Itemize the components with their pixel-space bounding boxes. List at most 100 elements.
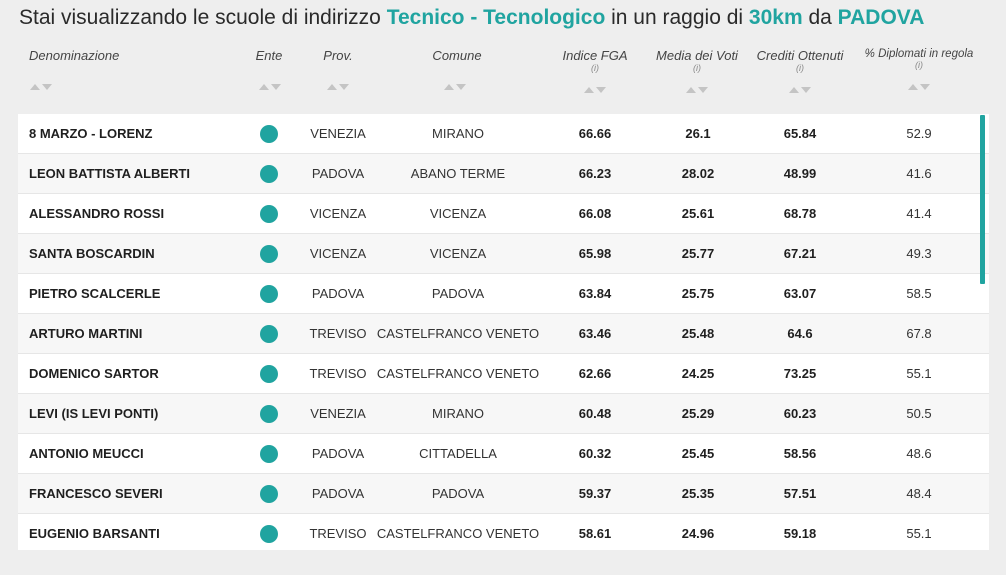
- scrollbar-thumb[interactable]: [980, 115, 985, 284]
- media-voti-cell: 25.77: [681, 246, 715, 261]
- header-diplomati-label: % Diplomati in regola: [864, 48, 974, 60]
- table-row[interactable]: EUGENIO BARSANTI TREVISO CASTELFRANCO VENE…: [18, 514, 989, 550]
- info-icon[interactable]: (i): [693, 63, 701, 73]
- header-prov[interactable]: Prov.: [323, 48, 353, 63]
- comune-cell: ABANO TERME: [410, 166, 506, 181]
- header-diplomati[interactable]: % Diplomati in regola (i): [865, 48, 974, 70]
- ente-status-icon: [260, 485, 278, 503]
- indice-fga-cell: 66.23: [578, 166, 612, 181]
- crediti-cell: 48.99: [783, 166, 817, 181]
- diplomati-cell: 52.9: [906, 126, 932, 141]
- media-voti-cell: 25.29: [681, 406, 715, 421]
- header-comune[interactable]: Comune: [432, 48, 482, 63]
- indice-fga-cell: 63.46: [578, 326, 612, 341]
- title-raggio: 30km: [748, 6, 803, 29]
- table-row[interactable]: DOMENICO SARTOR TREVISO CASTELFRANCO VENET…: [18, 354, 989, 394]
- school-name[interactable]: EUGENIO BARSANTI: [29, 526, 160, 541]
- school-name[interactable]: SANTA BOSCARDIN: [29, 246, 155, 261]
- indice-fga-cell: 59.37: [578, 486, 612, 501]
- info-icon[interactable]: (i): [591, 63, 599, 73]
- school-name[interactable]: ANTONIO MEUCCI: [29, 446, 144, 461]
- header-media-voti[interactable]: Media dei Voti (i): [656, 48, 738, 73]
- table-row[interactable]: LEVI (IS LEVI PONTI) VENEZIA MIRANO 60.48 25…: [18, 394, 989, 434]
- comune-cell: CASTELFRANCO VENETO: [376, 526, 540, 541]
- province-cell: VENEZIA: [310, 126, 366, 141]
- province-cell: PADOVA: [311, 286, 365, 301]
- table-row[interactable]: LEON BATTISTA ALBERTI PADOVA ABANO TERME 66…: [18, 154, 989, 194]
- crediti-cell: 73.25: [783, 366, 817, 381]
- school-name[interactable]: ALESSANDRO ROSSI: [29, 206, 165, 221]
- table-row[interactable]: ANTONIO MEUCCI PADOVA CITTADELLA 60.32 25.45…: [18, 434, 989, 474]
- diplomati-cell: 41.4: [906, 206, 932, 221]
- indice-fga-cell: 58.61: [578, 526, 612, 541]
- info-icon[interactable]: (i): [795, 63, 804, 73]
- table-row[interactable]: ARTURO MARTINI TREVISO CASTELFRANCO VENETO…: [18, 314, 989, 354]
- media-voti-cell: 25.45: [681, 446, 715, 461]
- title-middle: in un raggio di: [611, 6, 744, 29]
- ente-status-icon: [260, 205, 278, 223]
- crediti-cell: 58.56: [783, 446, 817, 461]
- header-indice-fga-label: Indice FGA: [562, 48, 628, 63]
- indice-fga-cell: 60.48: [578, 406, 612, 421]
- header-indice-fga[interactable]: Indice FGA (i): [562, 48, 627, 73]
- table-row[interactable]: FRANCESCO SEVERI PADOVA PADOVA 59.37 25.35 57…: [18, 474, 989, 514]
- sort-arrows-icon[interactable]: [907, 82, 931, 92]
- title-indirizzo: Tecnico - Tecnologico: [386, 6, 606, 29]
- province-cell: VENEZIA: [310, 406, 366, 421]
- crediti-cell: 67.21: [783, 246, 817, 261]
- table-row[interactable]: PIETRO SCALCERLE PADOVA PADOVA 63.84 25.75 63…: [18, 274, 989, 314]
- diplomati-cell: 50.5: [906, 406, 932, 421]
- school-name[interactable]: PIETRO SCALCERLE: [29, 286, 161, 301]
- header-denominazione[interactable]: Denominazione: [29, 48, 120, 63]
- province-cell: VICENZA: [309, 246, 367, 261]
- ente-status-icon: [260, 445, 278, 463]
- crediti-cell: 68.78: [783, 206, 817, 221]
- sort-arrows-icon[interactable]: [583, 85, 607, 95]
- province-cell: TREVISO: [309, 326, 367, 341]
- comune-cell: MIRANO: [432, 126, 484, 141]
- table-row[interactable]: ALESSANDRO ROSSI VICENZA VICENZA 66.08 25.61…: [18, 194, 989, 234]
- diplomati-cell: 48.4: [906, 486, 932, 501]
- title-da: da: [808, 6, 832, 29]
- table-row[interactable]: SANTA BOSCARDIN VICENZA VICENZA 65.98 25.77 6…: [18, 234, 989, 274]
- sort-arrows-icon[interactable]: [788, 85, 812, 95]
- indice-fga-cell: 63.84: [578, 286, 612, 301]
- ente-status-icon: [260, 525, 278, 543]
- school-name[interactable]: FRANCESCO SEVERI: [29, 486, 163, 501]
- media-voti-cell: 25.48: [681, 326, 715, 341]
- diplomati-cell: 49.3: [906, 246, 932, 261]
- diplomati-cell: 41.6: [906, 166, 932, 181]
- sort-arrows-icon[interactable]: [326, 82, 350, 92]
- school-name[interactable]: LEVI (IS LEVI PONTI): [29, 406, 159, 421]
- province-cell: PADOVA: [311, 166, 365, 181]
- school-name[interactable]: DOMENICO SARTOR: [29, 366, 159, 381]
- page-title: Stai visualizzando le scuole di indirizz…: [19, 6, 924, 30]
- comune-cell: PADOVA: [431, 286, 485, 301]
- province-cell: VICENZA: [309, 206, 367, 221]
- comune-cell: VICENZA: [429, 206, 487, 221]
- school-name[interactable]: LEON BATTISTA ALBERTI: [29, 166, 191, 181]
- comune-cell: CASTELFRANCO VENETO: [376, 366, 540, 381]
- sort-arrows-icon[interactable]: [29, 82, 53, 92]
- sort-arrows-icon[interactable]: [685, 85, 709, 95]
- media-voti-cell: 28.02: [681, 166, 715, 181]
- header-crediti[interactable]: Crediti Ottenuti (i): [757, 48, 844, 73]
- school-name[interactable]: 8 MARZO - LORENZ: [29, 126, 153, 141]
- diplomati-cell: 67.8: [906, 326, 932, 341]
- crediti-cell: 57.51: [783, 486, 817, 501]
- title-prefix: Stai visualizzando le scuole di indirizz…: [19, 6, 381, 29]
- title-citta: PADOVA: [837, 6, 925, 29]
- diplomati-cell: 58.5: [906, 286, 932, 301]
- crediti-cell: 59.18: [783, 526, 817, 541]
- sort-arrows-icon[interactable]: [258, 82, 282, 92]
- table-row[interactable]: 8 MARZO - LORENZ VENEZIA MIRANO 66.66 26.1 65…: [18, 114, 989, 154]
- province-cell: PADOVA: [311, 486, 365, 501]
- crediti-cell: 63.07: [783, 286, 817, 301]
- info-icon[interactable]: (i): [914, 60, 923, 70]
- school-name[interactable]: ARTURO MARTINI: [29, 326, 143, 341]
- comune-cell: MIRANO: [432, 406, 484, 421]
- sort-arrows-icon[interactable]: [443, 82, 467, 92]
- crediti-cell: 65.84: [783, 126, 817, 141]
- ente-status-icon: [260, 125, 278, 143]
- header-ente[interactable]: Ente: [255, 48, 283, 63]
